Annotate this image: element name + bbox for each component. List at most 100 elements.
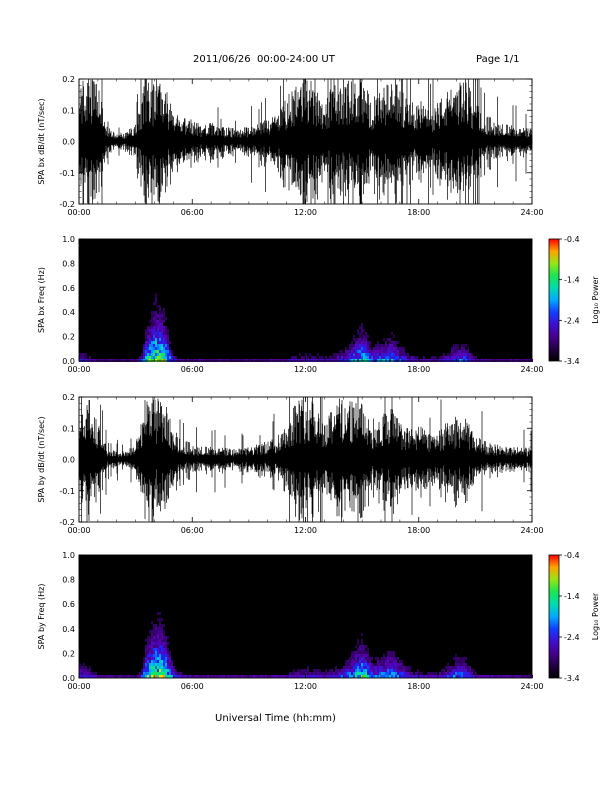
spectrogram-cell: [355, 666, 357, 669]
spectrogram-cell: [283, 675, 285, 678]
spectrogram-cell: [137, 359, 139, 362]
spectrogram-cell: [233, 359, 235, 362]
spectrogram-cell: [163, 350, 165, 353]
spectrogram-cell: [377, 359, 379, 362]
spectrogram-cell: [367, 335, 369, 338]
spectrogram-cell: [131, 359, 133, 362]
spectrogram-cell: [165, 332, 167, 335]
spectrogram-cell: [169, 669, 171, 672]
spectrogram-cell: [99, 675, 101, 678]
spectrogram-cell: [449, 669, 451, 672]
spectrogram-cell: [155, 669, 157, 672]
spectrogram-cell: [445, 356, 447, 359]
spectrogram-cell: [427, 675, 429, 678]
signal-trace-1: [78, 79, 533, 204]
spectrogram-cell: [389, 347, 391, 350]
spectrogram-cell: [145, 669, 147, 672]
spectrogram-cell: [347, 672, 349, 675]
spectrogram-cell: [163, 663, 165, 666]
spectrogram-cell: [507, 675, 509, 678]
spectrogram-cell: [375, 350, 377, 353]
spectrogram-cell: [509, 675, 511, 678]
spectrogram-cell: [405, 666, 407, 669]
spectrogram-cell: [477, 675, 479, 678]
colorbar-2: [548, 238, 560, 362]
spectrogram-cell: [369, 657, 371, 660]
spectrogram-cell: [147, 675, 149, 678]
spectrogram-cell: [211, 359, 213, 362]
spectrogram-cell: [169, 663, 171, 666]
spectrogram-cell: [397, 353, 399, 356]
spectrogram-cell: [385, 672, 387, 675]
spectrogram-cell: [357, 654, 359, 657]
spectrogram-cell: [473, 356, 475, 359]
spectrogram-cell: [161, 663, 163, 666]
spectrogram-cell: [149, 639, 151, 642]
spectrogram-cell: [85, 669, 87, 672]
spectrogram-cell: [485, 359, 487, 362]
spectrogram-cell: [291, 675, 293, 678]
spectrogram-cell: [163, 648, 165, 651]
spectrogram-cell: [415, 675, 417, 678]
spectrogram-cell: [365, 645, 367, 648]
spectrogram-cell: [337, 356, 339, 359]
spectrogram-cell: [147, 648, 149, 651]
spectrogram-cell: [457, 350, 459, 353]
spectrogram-cell: [151, 350, 153, 353]
spectrogram-cell: [375, 672, 377, 675]
spectrogram-cell: [377, 356, 379, 359]
spectrogram-cell: [165, 645, 167, 648]
spectrogram-cell: [147, 642, 149, 645]
spectrogram-cell: [391, 344, 393, 347]
spectrogram-cell: [433, 672, 435, 675]
spectrogram-cell: [167, 356, 169, 359]
spectrogram-cell: [155, 329, 157, 332]
spectrogram-cell: [361, 341, 363, 344]
spectrogram-cell: [359, 663, 361, 666]
spectrogram-cell: [147, 651, 149, 654]
spectrogram-cell: [465, 672, 467, 675]
spectrogram-cell: [147, 347, 149, 350]
spectrogram-cell: [353, 344, 355, 347]
spectrogram-cell: [159, 305, 161, 308]
spectrogram-cell: [157, 359, 159, 362]
spectrogram-cell: [393, 675, 395, 678]
spectrogram-cell: [433, 356, 435, 359]
spectrogram-cell: [149, 353, 151, 356]
spectrogram-cell: [169, 675, 171, 678]
spectrogram-cell: [225, 359, 227, 362]
spectrogram-cell: [151, 311, 153, 314]
spectrogram-cell: [167, 347, 169, 350]
spectrogram-cell: [327, 675, 329, 678]
spectrogram-cell: [161, 630, 163, 633]
spectrogram-cell: [265, 359, 267, 362]
spectrogram-cell: [145, 359, 147, 362]
spectrogram-cell: [355, 344, 357, 347]
spectrogram-cell: [155, 639, 157, 642]
y-tick-label: 0.2: [62, 333, 75, 342]
spectrogram-cell: [157, 338, 159, 341]
spectrogram-cell: [83, 669, 85, 672]
spectrogram-cell: [335, 359, 337, 362]
spectrogram-cell: [335, 666, 337, 669]
spectrogram-cell: [347, 356, 349, 359]
spectrogram-cell: [341, 675, 343, 678]
spectrogram-cell: [163, 338, 165, 341]
spectrogram-cell: [495, 359, 497, 362]
spectrogram-cell: [423, 675, 425, 678]
spectrogram-cell: [201, 359, 203, 362]
spectrogram-cell: [351, 651, 353, 654]
spectrogram-cell: [155, 335, 157, 338]
spectrogram-cell: [453, 666, 455, 669]
spectrogram-cell: [155, 633, 157, 636]
spectrogram-cell: [377, 347, 379, 350]
spectrogram-cell: [469, 356, 471, 359]
spectrogram-cell: [347, 353, 349, 356]
spectrogram-cell: [529, 359, 531, 362]
spectrogram-cell: [199, 675, 201, 678]
spectrogram-cell: [345, 350, 347, 353]
spectrogram-cell: [175, 669, 177, 672]
spectrogram-cell: [159, 320, 161, 323]
spectrogram-cell: [153, 335, 155, 338]
